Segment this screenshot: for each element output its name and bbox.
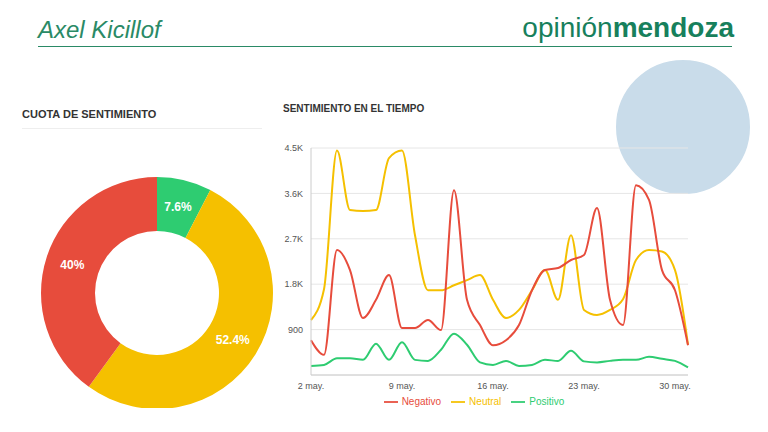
svg-text:1.8K: 1.8K	[284, 279, 303, 289]
html-text:Positivo: Positivo	[529, 395, 565, 407]
html-text:Negativo: Negativo	[401, 395, 442, 407]
html-text:CUOTA DE SENTIMIENTO: CUOTA DE SENTIMIENTO	[22, 108, 157, 120]
html-text:opinión mendoza: opinión mendoza	[522, 12, 734, 43]
svg-text:16 may.: 16 may.	[477, 381, 508, 391]
svg-text:2.7K: 2.7K	[284, 234, 303, 244]
svg-text:900: 900	[288, 325, 303, 335]
svg-text:52.4%: 52.4%	[216, 333, 250, 347]
html-text:Neutral: Neutral	[469, 395, 502, 407]
svg-text:9 may.: 9 may.	[389, 381, 415, 391]
svg-text:23 may.: 23 may.	[568, 381, 599, 391]
svg-text:2 may.: 2 may.	[298, 381, 324, 391]
svg-text:40%: 40%	[60, 258, 84, 272]
svg-text:4.5K: 4.5K	[284, 143, 303, 153]
html-text:Axel Kicillof: Axel Kicillof	[38, 16, 161, 43]
svg-text:7.6%: 7.6%	[164, 200, 192, 214]
svg-text:30 may.: 30 may.	[659, 381, 690, 391]
html-text:SENTIMIENTO EN EL TIEMPO: SENTIMIENTO EN EL TIEMPO	[283, 103, 425, 114]
svg-text:3.6K: 3.6K	[284, 189, 303, 199]
